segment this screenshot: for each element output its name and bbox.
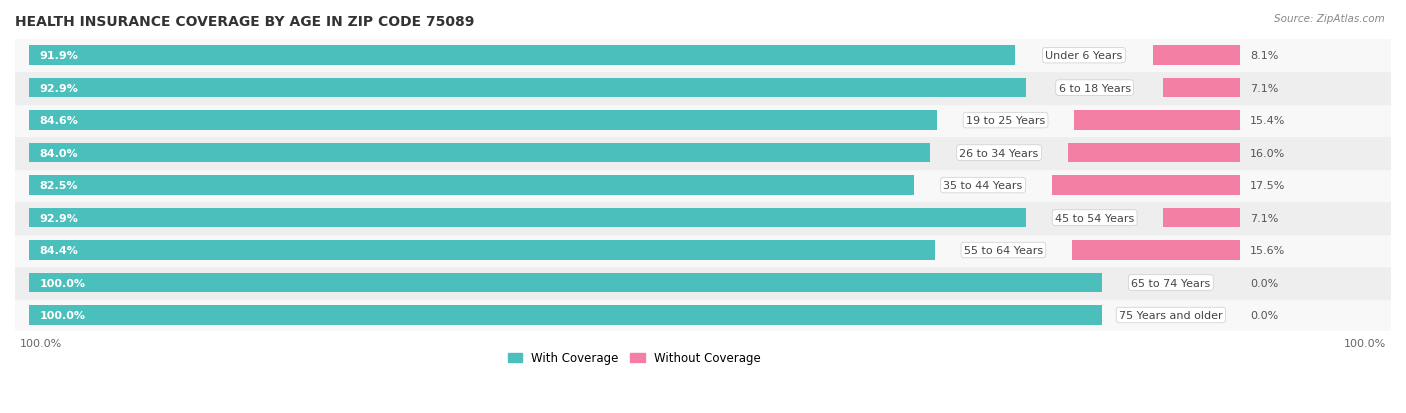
Bar [15,72,1391,104]
Text: 17.5%: 17.5% [1250,180,1285,191]
Text: 55 to 64 Years: 55 to 64 Years [965,245,1043,255]
Legend: With Coverage, Without Coverage: With Coverage, Without Coverage [503,347,765,369]
Bar [15,267,1391,299]
Bar [28,241,935,260]
Text: 15.6%: 15.6% [1250,245,1285,255]
Text: 7.1%: 7.1% [1250,213,1278,223]
Bar [28,176,914,195]
Text: 92.9%: 92.9% [39,83,79,93]
Text: Source: ZipAtlas.com: Source: ZipAtlas.com [1274,14,1385,24]
Text: 0.0%: 0.0% [1250,278,1278,288]
Text: 15.4%: 15.4% [1250,116,1285,126]
Bar [15,169,1391,202]
Bar [1153,46,1240,66]
Bar [15,202,1391,234]
Text: 26 to 34 Years: 26 to 34 Years [959,148,1039,158]
Bar [15,299,1391,332]
Bar [1074,111,1240,131]
Text: 65 to 74 Years: 65 to 74 Years [1132,278,1211,288]
Text: 75 Years and older: 75 Years and older [1119,310,1223,320]
Text: 7.1%: 7.1% [1250,83,1278,93]
Text: 35 to 44 Years: 35 to 44 Years [943,180,1022,191]
Bar [28,208,1026,228]
Bar [28,46,1015,66]
Text: 45 to 54 Years: 45 to 54 Years [1054,213,1135,223]
Bar [28,79,1026,98]
Text: 6 to 18 Years: 6 to 18 Years [1059,83,1130,93]
Text: 19 to 25 Years: 19 to 25 Years [966,116,1045,126]
Bar [1163,79,1240,98]
Bar [28,143,931,163]
Bar [28,273,1102,292]
Text: 100.0%: 100.0% [1344,339,1386,349]
Text: 100.0%: 100.0% [39,310,86,320]
Bar [1163,208,1240,228]
Text: 100.0%: 100.0% [39,278,86,288]
Bar [15,234,1391,267]
Bar [28,306,1102,325]
Text: 0.0%: 0.0% [1250,310,1278,320]
Text: 84.0%: 84.0% [39,148,77,158]
Text: 91.9%: 91.9% [39,51,79,61]
Bar [15,137,1391,169]
Bar [1052,176,1240,195]
Text: 92.9%: 92.9% [39,213,79,223]
Text: HEALTH INSURANCE COVERAGE BY AGE IN ZIP CODE 75089: HEALTH INSURANCE COVERAGE BY AGE IN ZIP … [15,15,474,29]
Bar [28,111,936,131]
Text: 8.1%: 8.1% [1250,51,1278,61]
Text: 82.5%: 82.5% [39,180,77,191]
Text: 16.0%: 16.0% [1250,148,1285,158]
Bar [15,104,1391,137]
Bar [1073,241,1240,260]
Bar [15,40,1391,72]
Text: 100.0%: 100.0% [20,339,62,349]
Bar [1069,143,1240,163]
Text: Under 6 Years: Under 6 Years [1045,51,1122,61]
Text: 84.4%: 84.4% [39,245,79,255]
Text: 84.6%: 84.6% [39,116,79,126]
